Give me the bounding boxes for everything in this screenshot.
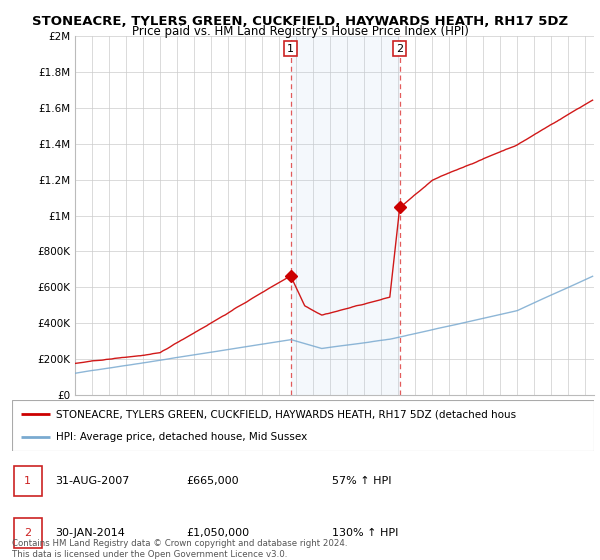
Text: 2: 2 — [24, 528, 31, 538]
Bar — [290, 36, 400, 395]
FancyBboxPatch shape — [14, 518, 41, 548]
Text: 2: 2 — [396, 44, 403, 54]
Text: HPI: Average price, detached house, Mid Sussex: HPI: Average price, detached house, Mid … — [56, 432, 307, 442]
Text: 1: 1 — [24, 476, 31, 486]
FancyBboxPatch shape — [14, 466, 41, 496]
Text: STONEACRE, TYLERS GREEN, CUCKFIELD, HAYWARDS HEATH, RH17 5DZ (detached hous: STONEACRE, TYLERS GREEN, CUCKFIELD, HAYW… — [56, 409, 516, 419]
Text: Price paid vs. HM Land Registry's House Price Index (HPI): Price paid vs. HM Land Registry's House … — [131, 25, 469, 38]
Text: 130% ↑ HPI: 130% ↑ HPI — [332, 528, 398, 538]
Text: 31-AUG-2007: 31-AUG-2007 — [56, 476, 130, 486]
Text: £1,050,000: £1,050,000 — [187, 528, 250, 538]
Text: £665,000: £665,000 — [187, 476, 239, 486]
Text: 57% ↑ HPI: 57% ↑ HPI — [332, 476, 392, 486]
Text: STONEACRE, TYLERS GREEN, CUCKFIELD, HAYWARDS HEATH, RH17 5DZ: STONEACRE, TYLERS GREEN, CUCKFIELD, HAYW… — [32, 15, 568, 27]
Text: 1: 1 — [287, 44, 294, 54]
Text: Contains HM Land Registry data © Crown copyright and database right 2024.
This d: Contains HM Land Registry data © Crown c… — [12, 539, 347, 559]
FancyBboxPatch shape — [12, 400, 594, 451]
Text: 30-JAN-2014: 30-JAN-2014 — [56, 528, 125, 538]
